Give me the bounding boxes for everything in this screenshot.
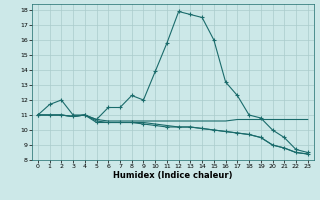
X-axis label: Humidex (Indice chaleur): Humidex (Indice chaleur)	[113, 171, 233, 180]
